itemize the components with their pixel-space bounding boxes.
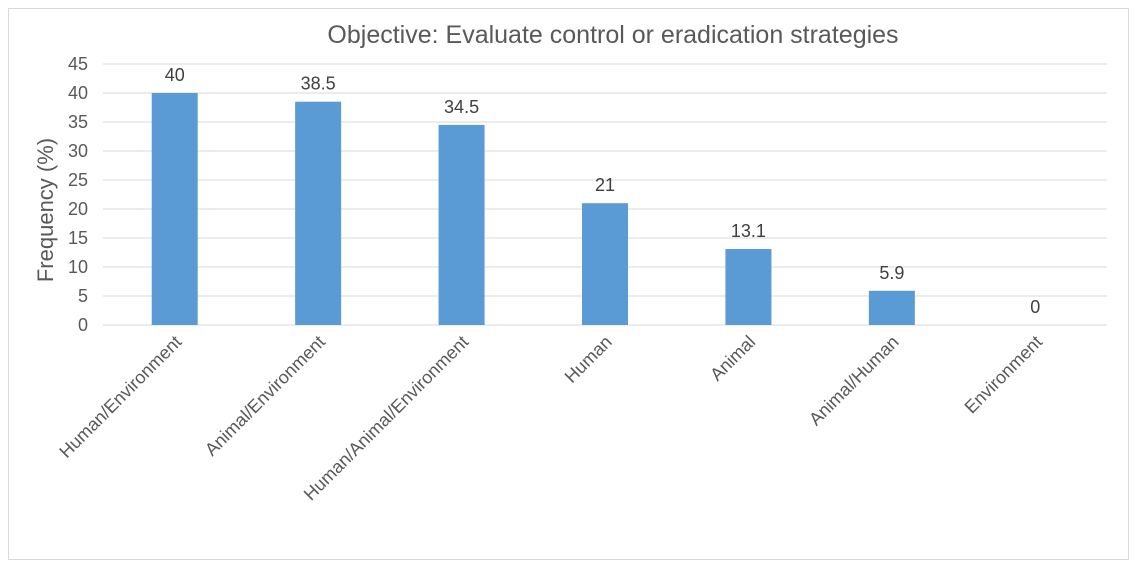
y-tick-label: 40 xyxy=(68,83,88,103)
y-tick-label: 35 xyxy=(68,112,88,132)
x-category-label: Animal/Environment xyxy=(201,332,329,460)
data-label: 21 xyxy=(595,175,615,195)
bar xyxy=(438,124,485,326)
gridlines xyxy=(103,63,1107,326)
chart-title: Objective: Evaluate control or eradicati… xyxy=(327,21,898,49)
y-tick-label: 30 xyxy=(68,141,88,161)
bar xyxy=(582,203,628,325)
y-tick-label: 20 xyxy=(68,199,88,219)
data-label: 0 xyxy=(1030,297,1040,317)
x-category-label: Environment xyxy=(961,332,1047,418)
data-label: 40 xyxy=(165,65,185,85)
x-category-label: Animal xyxy=(706,332,759,385)
bar xyxy=(151,93,198,325)
y-tick-label: 25 xyxy=(68,170,88,190)
x-category-label: Human xyxy=(561,332,616,387)
data-labels: 40 38.5 34.5 21 13.1 5.9 0 xyxy=(165,65,1041,317)
y-tick-label: 15 xyxy=(68,228,88,248)
y-tick-label: 0 xyxy=(78,315,88,335)
y-tick-label: 45 xyxy=(68,54,88,74)
bar xyxy=(295,101,342,325)
data-label: 13.1 xyxy=(731,221,766,241)
x-category-label: Animal/Human xyxy=(805,332,903,430)
x-category-label: Human/Animal/Environment xyxy=(300,332,473,505)
x-category-label: Human/Environment xyxy=(55,332,185,462)
data-label: 34.5 xyxy=(444,97,479,117)
data-label: 5.9 xyxy=(879,263,904,283)
y-axis-label: Frequency (%) xyxy=(33,138,58,282)
x-axis-categories: Human/Environment Animal/EnvironmentHuman… xyxy=(55,332,1046,505)
y-axis-ticks: 0 5 10 15 20 25 30 35 40 45 xyxy=(68,54,88,335)
y-tick-label: 10 xyxy=(68,257,88,277)
bar xyxy=(868,290,915,325)
bars xyxy=(151,93,915,326)
y-tick-label: 5 xyxy=(78,286,88,306)
bar xyxy=(725,249,772,325)
data-label: 38.5 xyxy=(301,74,336,94)
